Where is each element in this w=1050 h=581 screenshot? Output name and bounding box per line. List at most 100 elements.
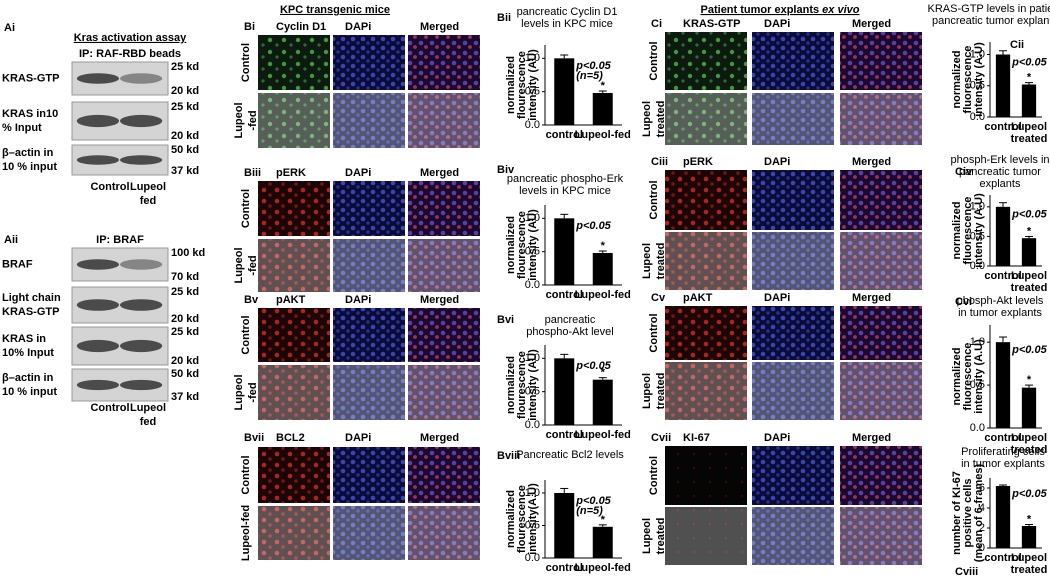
micrograph bbox=[408, 181, 480, 236]
channel-label: DAPi bbox=[764, 18, 790, 30]
annotation: (n=5) bbox=[576, 70, 603, 82]
blot-band bbox=[119, 339, 163, 353]
row-label: Control bbox=[240, 43, 252, 82]
micrograph bbox=[258, 239, 330, 292]
channel-label: pERK bbox=[683, 156, 713, 168]
lane-label: fed bbox=[140, 416, 157, 428]
channel-label: DAPi bbox=[345, 21, 371, 33]
chart-title: KRAS-GTP levels in patient bbox=[928, 3, 1050, 15]
micrograph bbox=[333, 181, 405, 236]
x-tick-label: control bbox=[546, 289, 583, 301]
chart-title: pancreatic phospho-Erk bbox=[507, 173, 624, 185]
micrograph bbox=[258, 506, 330, 560]
row-label: -fed bbox=[247, 255, 259, 275]
y-axis-label: intensity (AU) bbox=[527, 209, 539, 281]
y-tick-label: 6 bbox=[979, 482, 985, 494]
chart-title: pancreatic tumor bbox=[959, 166, 1041, 178]
panel-label: Ciii bbox=[651, 156, 668, 168]
blot-band bbox=[76, 155, 120, 165]
micrograph bbox=[840, 306, 922, 360]
channel-label: DAPi bbox=[764, 156, 790, 168]
bar bbox=[554, 493, 575, 558]
blot-band bbox=[76, 339, 120, 353]
y-axis-label: flourescence bbox=[516, 351, 528, 419]
y-tick-label: 1.0 bbox=[970, 48, 985, 60]
significance-star: * bbox=[1027, 513, 1032, 525]
row-label: Lupeol bbox=[641, 101, 653, 137]
micrograph bbox=[752, 93, 834, 145]
x-tick-label: Lupeol-fed bbox=[575, 289, 631, 301]
y-tick-label: 0.5 bbox=[525, 519, 540, 531]
micrograph bbox=[840, 32, 922, 90]
y-axis-label: normalized bbox=[505, 56, 517, 114]
kd-label: 100 kd bbox=[171, 247, 205, 259]
blot-band bbox=[119, 73, 163, 84]
blot-band bbox=[119, 114, 163, 128]
chart-title: phospho-Akt level bbox=[526, 326, 613, 338]
channel-label: Cyclin D1 bbox=[276, 21, 326, 33]
y-tick-label: 0.0 bbox=[525, 552, 540, 564]
y-tick-label: 1.0 bbox=[525, 212, 540, 224]
row-label: Lupeol bbox=[233, 374, 245, 410]
row-label: treated bbox=[655, 243, 667, 280]
micrograph bbox=[752, 507, 834, 565]
blot-band bbox=[76, 73, 120, 84]
kd-label: 70 kd bbox=[171, 271, 199, 283]
blot-band bbox=[76, 299, 120, 311]
bar bbox=[1021, 84, 1037, 117]
micrograph bbox=[408, 365, 480, 420]
micrograph bbox=[840, 446, 922, 505]
y-axis-label: normalized bbox=[951, 347, 963, 405]
bar bbox=[592, 526, 613, 558]
channel-label: pAKT bbox=[276, 294, 306, 306]
blot-band bbox=[119, 155, 163, 165]
row-label: treated bbox=[655, 518, 667, 555]
channel-label: Merged bbox=[852, 292, 891, 304]
annotation: (n=5) bbox=[576, 505, 603, 517]
blot-label: KRAS in bbox=[2, 333, 46, 345]
blot-label: 10 % input bbox=[2, 161, 57, 173]
y-axis-label: flourescence bbox=[516, 485, 528, 553]
micrograph bbox=[408, 93, 480, 148]
bar bbox=[554, 358, 575, 425]
kd-label: 50 kd bbox=[171, 144, 199, 156]
bar bbox=[1021, 387, 1037, 428]
y-tick-label: 0.5 bbox=[525, 386, 540, 398]
y-tick-label: 2 bbox=[979, 522, 985, 534]
bar bbox=[995, 206, 1011, 266]
annotation: p<0.05 bbox=[1011, 344, 1047, 356]
kd-label: 25 kd bbox=[171, 61, 199, 73]
micrograph bbox=[665, 32, 747, 90]
panel-label: Bv bbox=[244, 294, 259, 306]
bar bbox=[995, 342, 1011, 428]
row-label: Lupeol bbox=[233, 247, 245, 283]
bar bbox=[1021, 526, 1037, 548]
y-tick-label: 1.0 bbox=[525, 352, 540, 364]
x-tick-label: control bbox=[984, 432, 1021, 444]
micrograph bbox=[752, 446, 834, 505]
x-tick-label: Lupeol bbox=[1011, 121, 1047, 133]
x-tick-label: treated bbox=[1011, 282, 1048, 294]
chart-title: explants bbox=[980, 178, 1021, 190]
x-tick-label: Lupeol-fed bbox=[575, 129, 631, 141]
blot-label: KRAS-GTP bbox=[2, 72, 59, 84]
micrograph bbox=[752, 362, 834, 420]
bar bbox=[995, 486, 1011, 548]
annotation: p<0.05 bbox=[575, 495, 611, 507]
significance-star: * bbox=[1027, 72, 1032, 84]
micrograph bbox=[333, 447, 405, 503]
x-tick-label: Lupeol-fed bbox=[575, 429, 631, 441]
y-tick-label: 0.5 bbox=[970, 80, 985, 92]
channel-label: Merged bbox=[420, 167, 459, 179]
channel-label: DAPi bbox=[345, 167, 371, 179]
micrograph bbox=[258, 308, 330, 362]
y-axis-label: normalized bbox=[505, 216, 517, 274]
blot-band bbox=[76, 259, 120, 270]
micrograph bbox=[752, 232, 834, 290]
channel-label: Merged bbox=[852, 432, 891, 444]
y-axis-label: normalized bbox=[505, 356, 517, 414]
panel-label: Cvii bbox=[651, 432, 671, 444]
channel-label: Merged bbox=[852, 18, 891, 30]
